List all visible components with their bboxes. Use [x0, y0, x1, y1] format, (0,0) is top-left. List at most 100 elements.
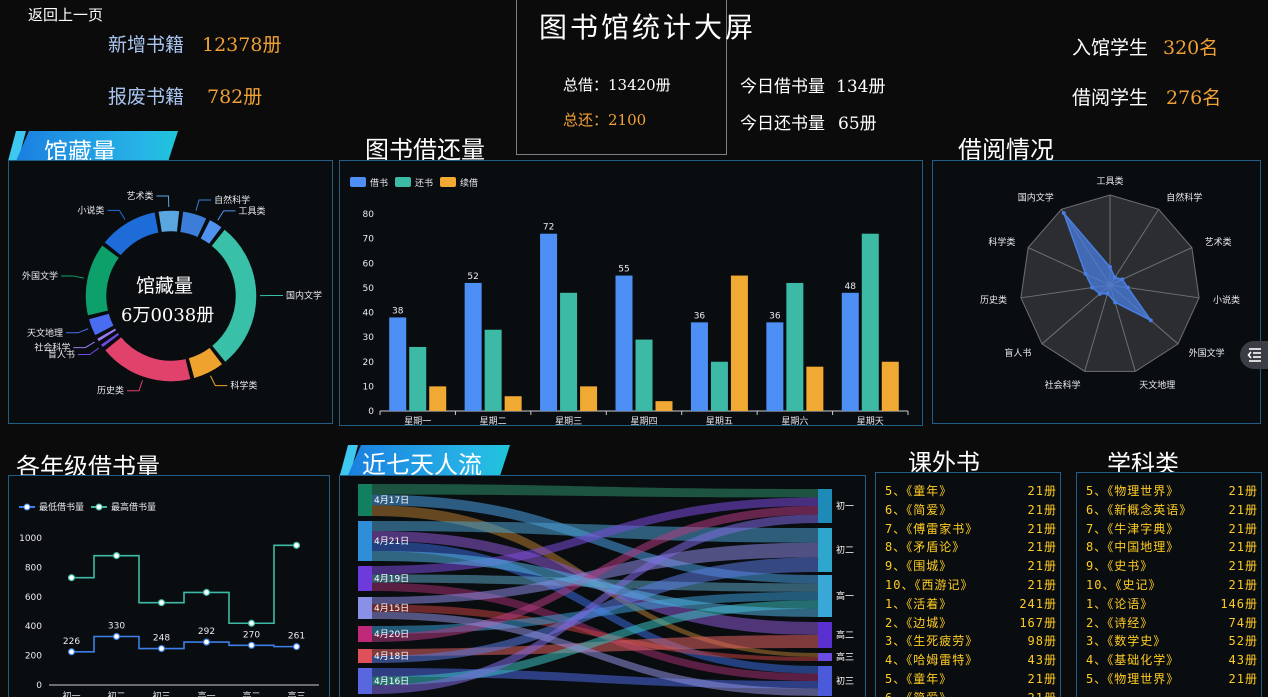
book-title: 1、《活着》 [885, 596, 953, 611]
book-title: 10、《史记》 [1086, 577, 1162, 592]
y-tick-label: 200 [25, 652, 42, 662]
bar [560, 292, 578, 411]
sankey-flow [372, 551, 818, 617]
book-count: 98册 [1027, 634, 1057, 649]
new-books-label: 新增书籍 [108, 34, 185, 56]
bar [655, 401, 673, 411]
book-count: 21册 [1027, 671, 1057, 686]
sankey-target-label: 高二 [836, 629, 854, 641]
new-books-value: 12378册 [202, 34, 282, 56]
donut-slice-label: 小说类 [77, 204, 104, 216]
point-value-label: 292 [198, 627, 215, 637]
book-title: 9、《围城》 [885, 559, 953, 574]
donut-slice-label: 科学类 [230, 380, 257, 392]
series-point [292, 643, 301, 651]
list-item: 7、《牛津字典》 21册 [1086, 520, 1258, 539]
y-tick-label: 0 [36, 681, 42, 691]
book-title: 5、《物理世界》 [1086, 671, 1180, 686]
x-tick-label: 高一 [197, 690, 215, 697]
book-title: 3、《生死疲劳》 [885, 634, 979, 649]
series-line [71, 635, 297, 653]
sankey-source-node [358, 597, 372, 619]
radar-point [1097, 291, 1102, 296]
series-point [67, 648, 76, 656]
sankey-target-node [818, 575, 832, 617]
radar-point [1108, 265, 1112, 269]
radar-indicator-label: 国内文学 [1018, 192, 1054, 204]
list-item: 8、《中国地理》 21册 [1086, 538, 1258, 557]
donut-slice-label: 自然科学 [214, 194, 250, 206]
list-item: 2、《边城》 167册 [885, 614, 1057, 633]
sankey-source-node [358, 484, 372, 516]
x-tick-label: 星期一 [404, 416, 431, 425]
borrow-status-panel: 工具类 自然科学 艺术类 小说类 外国文学 天文地理 社会科学 盲人书 历史类 科学类 国内文学 [932, 160, 1261, 424]
list-item: 5、《物理世界》 21册 [1086, 670, 1258, 689]
sankey-target-label: 高三 [836, 651, 854, 663]
page-title: 图书馆统计大屏 [539, 11, 757, 44]
list-item: 5、《童年》 21册 [885, 670, 1057, 689]
legend-swatch [395, 177, 411, 187]
radar-point [1125, 285, 1130, 290]
x-tick-label: 高二 [242, 690, 260, 697]
donut-slice [84, 243, 121, 318]
today-return-label: 今日还书量 [740, 114, 825, 134]
sankey-source-node [358, 668, 372, 694]
list-item: 6、《新概念英语》 21册 [1086, 501, 1258, 520]
series-point [157, 644, 166, 653]
donut-leader-line [195, 199, 212, 211]
point-value-label: 330 [108, 621, 125, 631]
donut-leader-line [77, 347, 100, 355]
radar-indicator-label: 自然科学 [1166, 192, 1202, 204]
donut-slice [102, 210, 160, 257]
back-link[interactable]: 返回上一页 [28, 6, 104, 24]
scrapped-books-value: 782册 [207, 86, 263, 108]
list-item: 3、《生死疲劳》 98册 [885, 632, 1057, 651]
side-menu-button[interactable] [1240, 341, 1268, 369]
book-title: 5、《童年》 [885, 484, 953, 498]
donut-slice-label: 艺术类 [126, 190, 153, 202]
bar [635, 339, 653, 411]
x-tick-label: 高三 [287, 690, 305, 697]
enter-students-label: 入馆学生 [1072, 37, 1149, 59]
book-count: 21册 [1028, 689, 1057, 697]
radar-axis [1084, 284, 1111, 372]
radar-point [1148, 318, 1153, 323]
donut-leader-line [156, 195, 170, 208]
book-count: 21册 [1228, 484, 1258, 498]
book-title: 5、《物理世界》 [1086, 484, 1180, 498]
traffic-sankey-chart: 4月17日 4月21日 4月19日 4月15日 4月20日 4月18日 4月16日 初一初二高… [358, 484, 854, 696]
collection-panel: 工具类 国内文学 科学类 历史类 盲人书 社会科学 天文地理 外国文学 小说类 艺术类 自然科学 馆… [8, 160, 333, 424]
series-point [112, 552, 121, 560]
radar-point [1090, 285, 1095, 290]
book-count: 21册 [1228, 577, 1258, 592]
list-item: 2、《诗经》 74册 [1086, 614, 1258, 633]
donut-leader-line [66, 328, 89, 334]
list-item: 5、《物理世界》 21册 [1086, 482, 1258, 501]
legend-label: 最低借书量 [39, 501, 84, 513]
sankey-target-label: 初二 [836, 544, 854, 556]
list-item: 6、《简爱》 21册 [885, 689, 1057, 697]
book-count: 21册 [1027, 540, 1057, 555]
bar [690, 322, 708, 411]
y-tick-label: 400 [25, 622, 42, 632]
total-borrow: 总借：13420册 [563, 76, 671, 94]
series-point [67, 574, 76, 582]
bar-value-label: 72 [543, 223, 554, 233]
donut-slice [95, 326, 118, 344]
y-tick-label: 600 [25, 593, 42, 603]
x-tick-label: 初三 [152, 690, 170, 697]
donut-slice-label: 历史类 [97, 385, 124, 397]
book-count: 21册 [1228, 502, 1258, 517]
book-title: 1、《论语》 [1086, 596, 1154, 611]
borrow-students-value: 276名 [1166, 87, 1222, 109]
borrow-return-heading: 图书借还量 [365, 136, 485, 164]
donut-slice [99, 331, 121, 349]
list-item: 8、《矛盾论》 21册 [885, 538, 1057, 557]
book-count: 241册 [1019, 596, 1057, 611]
bar-value-label: 36 [769, 311, 781, 321]
borrow-students-label: 借阅学生 [1072, 87, 1149, 109]
donut-slice-label: 盲人书 [48, 348, 75, 360]
legend-marker [95, 503, 103, 511]
